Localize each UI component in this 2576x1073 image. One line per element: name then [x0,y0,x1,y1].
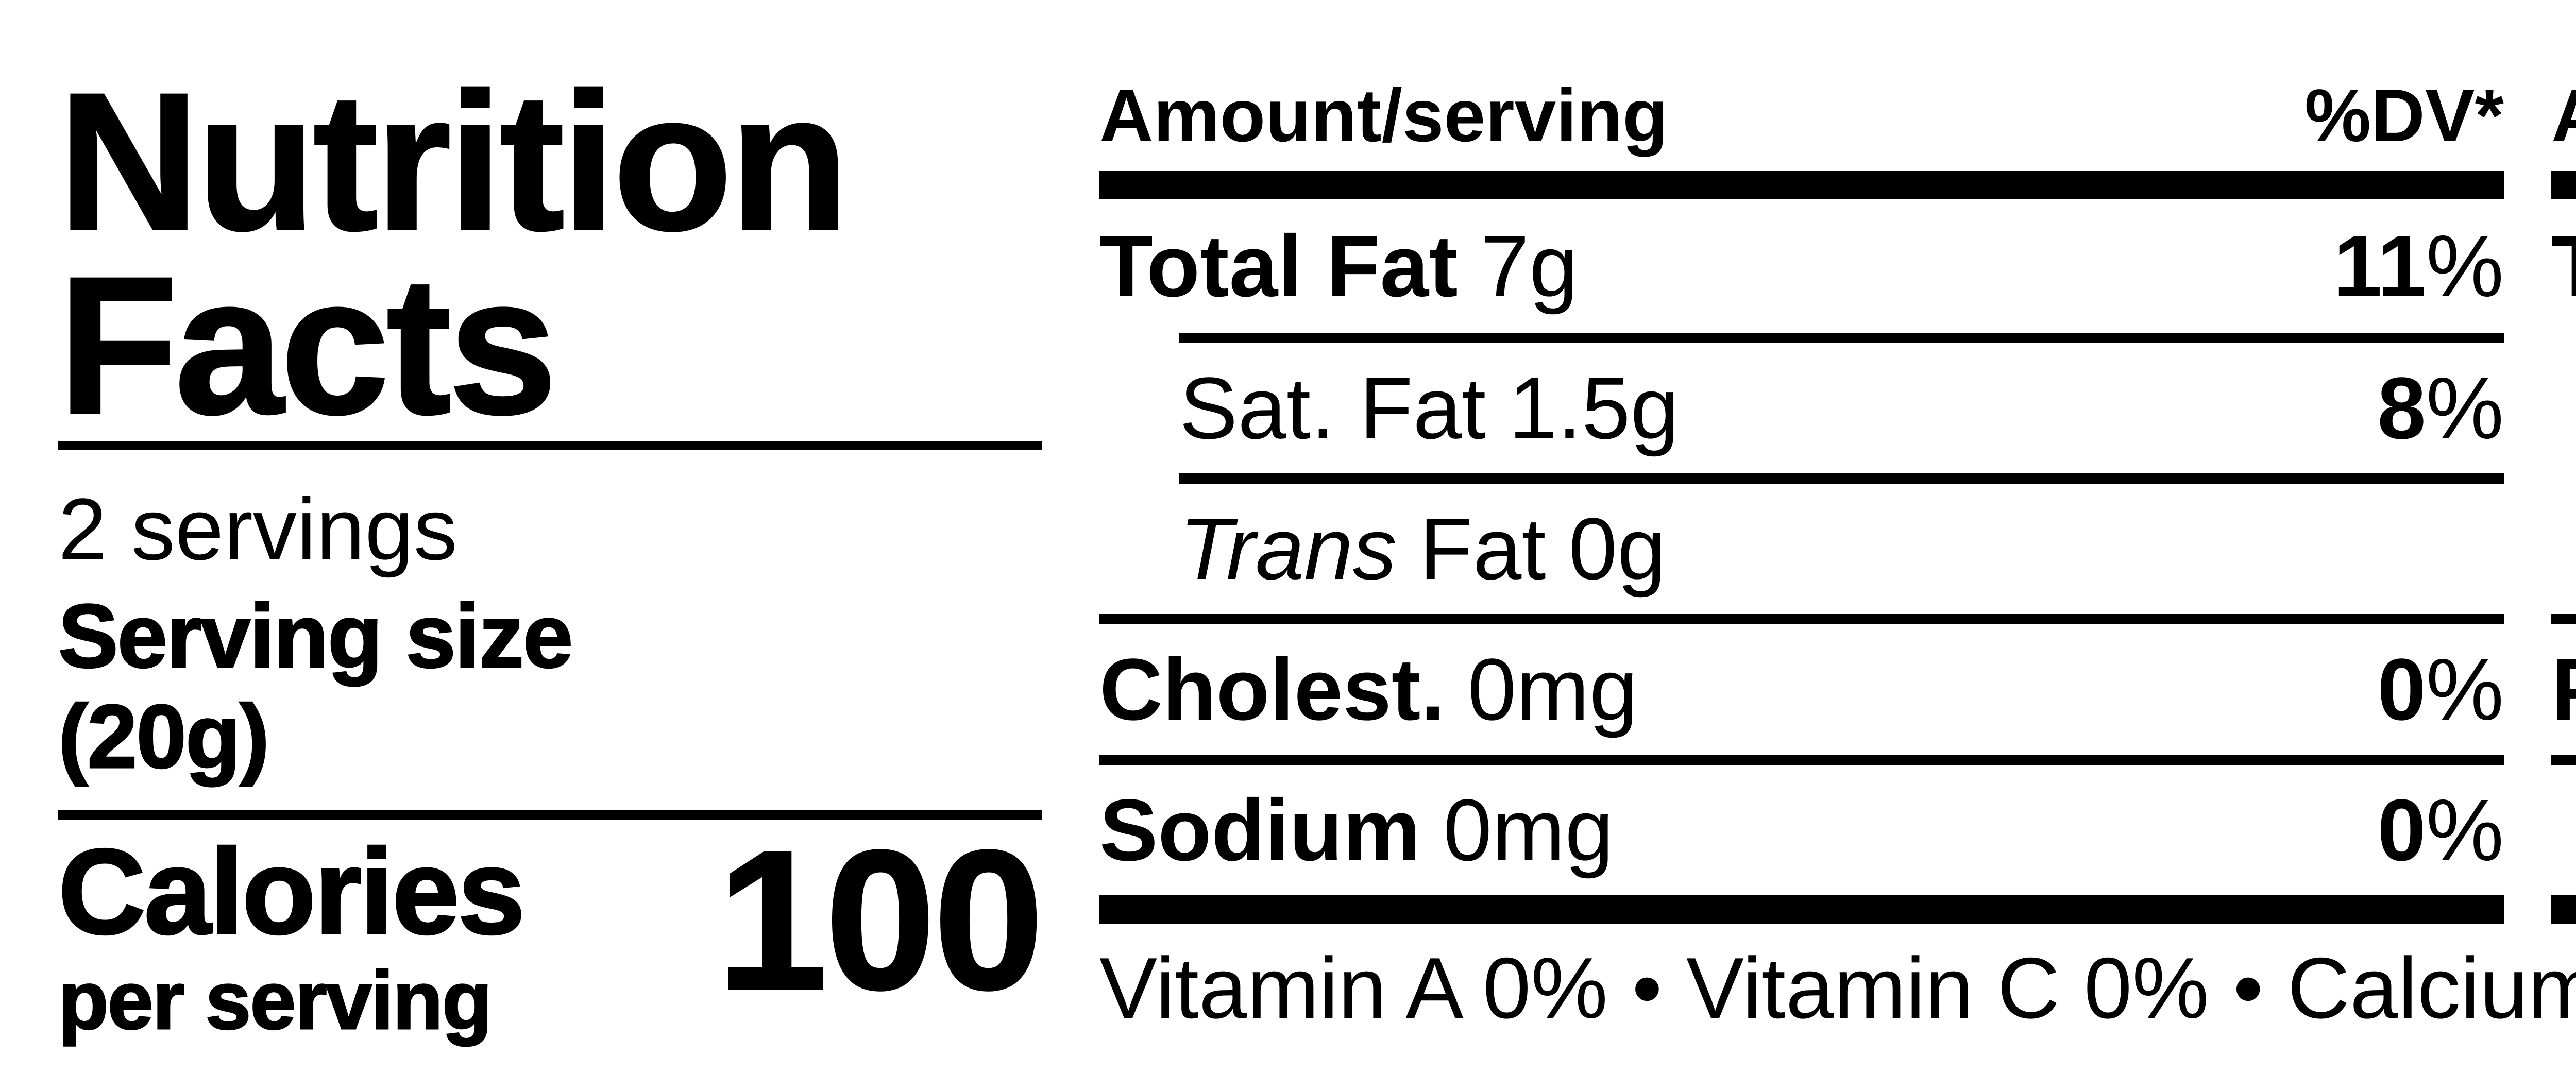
column-header: Amount/serving %DV* [2551,0,2576,171]
row-divider-full [2551,755,2576,765]
nutrient-name-bold: Protein [2551,639,2576,740]
nutrient-name: Cholest. 0mg [1099,639,1638,740]
title-line-1: Nutrition [57,52,850,271]
calories-labels: Calories per serving [57,823,526,1046]
left-panel: Nutrition Facts 2 servings Serving size (… [57,0,1045,1046]
thick-bar-bottom [1099,895,2504,924]
calories-sublabel: per serving [57,953,493,1046]
nutrient-dv: 0% [2377,639,2504,740]
nutrient-column-carb-protein: Amount/serving %DV* Total Carb.8g 3% Fib… [2551,0,2576,924]
thick-bar-top [2551,171,2576,199]
row-cholesterol: Cholest. 0mg 0% [1099,624,2504,755]
dv-number: 11 [2333,217,2426,315]
dv-percent-sign: % [2426,217,2504,315]
nutrient-column-fat-sodium: Amount/serving %DV* Total Fat 7g 11% Sat.… [1099,0,2504,924]
row-sugars: Sugars5g [2551,484,2576,614]
row-divider-full [2551,614,2576,624]
row-trans-fat: Trans Fat 0g [1099,484,2504,614]
nutrient-name: Total Carb.8g [2551,216,2576,317]
row-divider-indented [1179,333,2504,343]
dv-percent-sign: % [2426,640,2504,739]
dv-percent-sign: % [2426,781,2504,879]
serving-size-value: (20g) [58,686,270,787]
nutrient-amount: 7g [1480,217,1578,315]
nutrient-name-bold: Cholest. [1099,640,1445,739]
nutrient-name: Trans Fat 0g [1179,499,1666,600]
nutrient-amount: 1.5g [1509,359,1680,457]
title-divider [58,441,1042,451]
row-divider-indented [1179,473,2504,484]
nutrient-amount: 0g [1568,500,1666,598]
calories-value: 100 [716,808,1045,1031]
thick-bar-top [1099,171,2504,199]
amount-serving-header: Amount/serving [2551,73,2576,159]
nutrient-dv: 11% [2333,216,2504,317]
row-sat-fat: Sat. Fat 1.5g 8% [1099,343,2504,473]
vitamins-footnote: Vitamin A 0% • Vitamin C 0% • Calcium 2%… [1099,940,2576,1036]
title-line-2: Facts [57,236,558,455]
row-total-fat: Total Fat 7g 11% [1099,199,2504,333]
row-divider-full [1099,755,2504,765]
serving-size-label: Serving size [58,586,574,687]
amount-serving-header: Amount/serving [1099,74,1668,157]
row-divider-full [1099,614,2504,624]
dv-number: 8 [2377,359,2426,457]
nutrient-name: Protein2g [2551,639,2576,740]
calories-label: Calories [57,823,526,959]
row-total-carb: Total Carb.8g 3% [2551,199,2576,333]
dv-header: %DV* [2304,74,2504,157]
calories-divider [58,810,1042,820]
page-title: Nutrition Facts [57,52,1042,455]
dv-number: 0 [2377,640,2426,739]
row-empty [2551,765,2576,895]
nutrient-name: Sodium 0mg [1099,780,1614,881]
nutrient-amount: 0mg [1467,640,1638,739]
nutrient-name-italic: Trans [1179,500,1397,598]
nutrient-name: Total Fat 7g [1099,216,1578,317]
servings-count: 2 servings [58,481,457,579]
calories-row: Calories per serving 100 [57,808,1045,1046]
thick-bar-bottom [2551,895,2576,924]
nutrient-dv: 0% [2377,780,2504,881]
nutrient-name-bold: Total Fat [1099,217,1458,315]
nutrient-dv: 8% [2377,358,2504,459]
nutrient-amount: 0mg [1443,781,1614,879]
nutrient-name-plain: Sat. Fat [1179,359,1486,457]
nutrient-name-bold: Sodium [1099,781,1421,879]
dv-percent-sign: % [2426,359,2504,457]
row-protein: Protein2g 4% [2551,624,2576,755]
nutrient-name-plain: Fat [1419,500,1546,598]
row-fiber: Fiber1g 4% [2551,343,2576,473]
column-header: Amount/serving %DV* [1099,0,2504,171]
nutrient-name: Sat. Fat 1.5g [1179,358,1679,459]
row-sodium: Sodium 0mg 0% [1099,765,2504,895]
nutrient-name-bold: Total Carb. [2551,216,2576,317]
dv-number: 0 [2377,781,2426,879]
